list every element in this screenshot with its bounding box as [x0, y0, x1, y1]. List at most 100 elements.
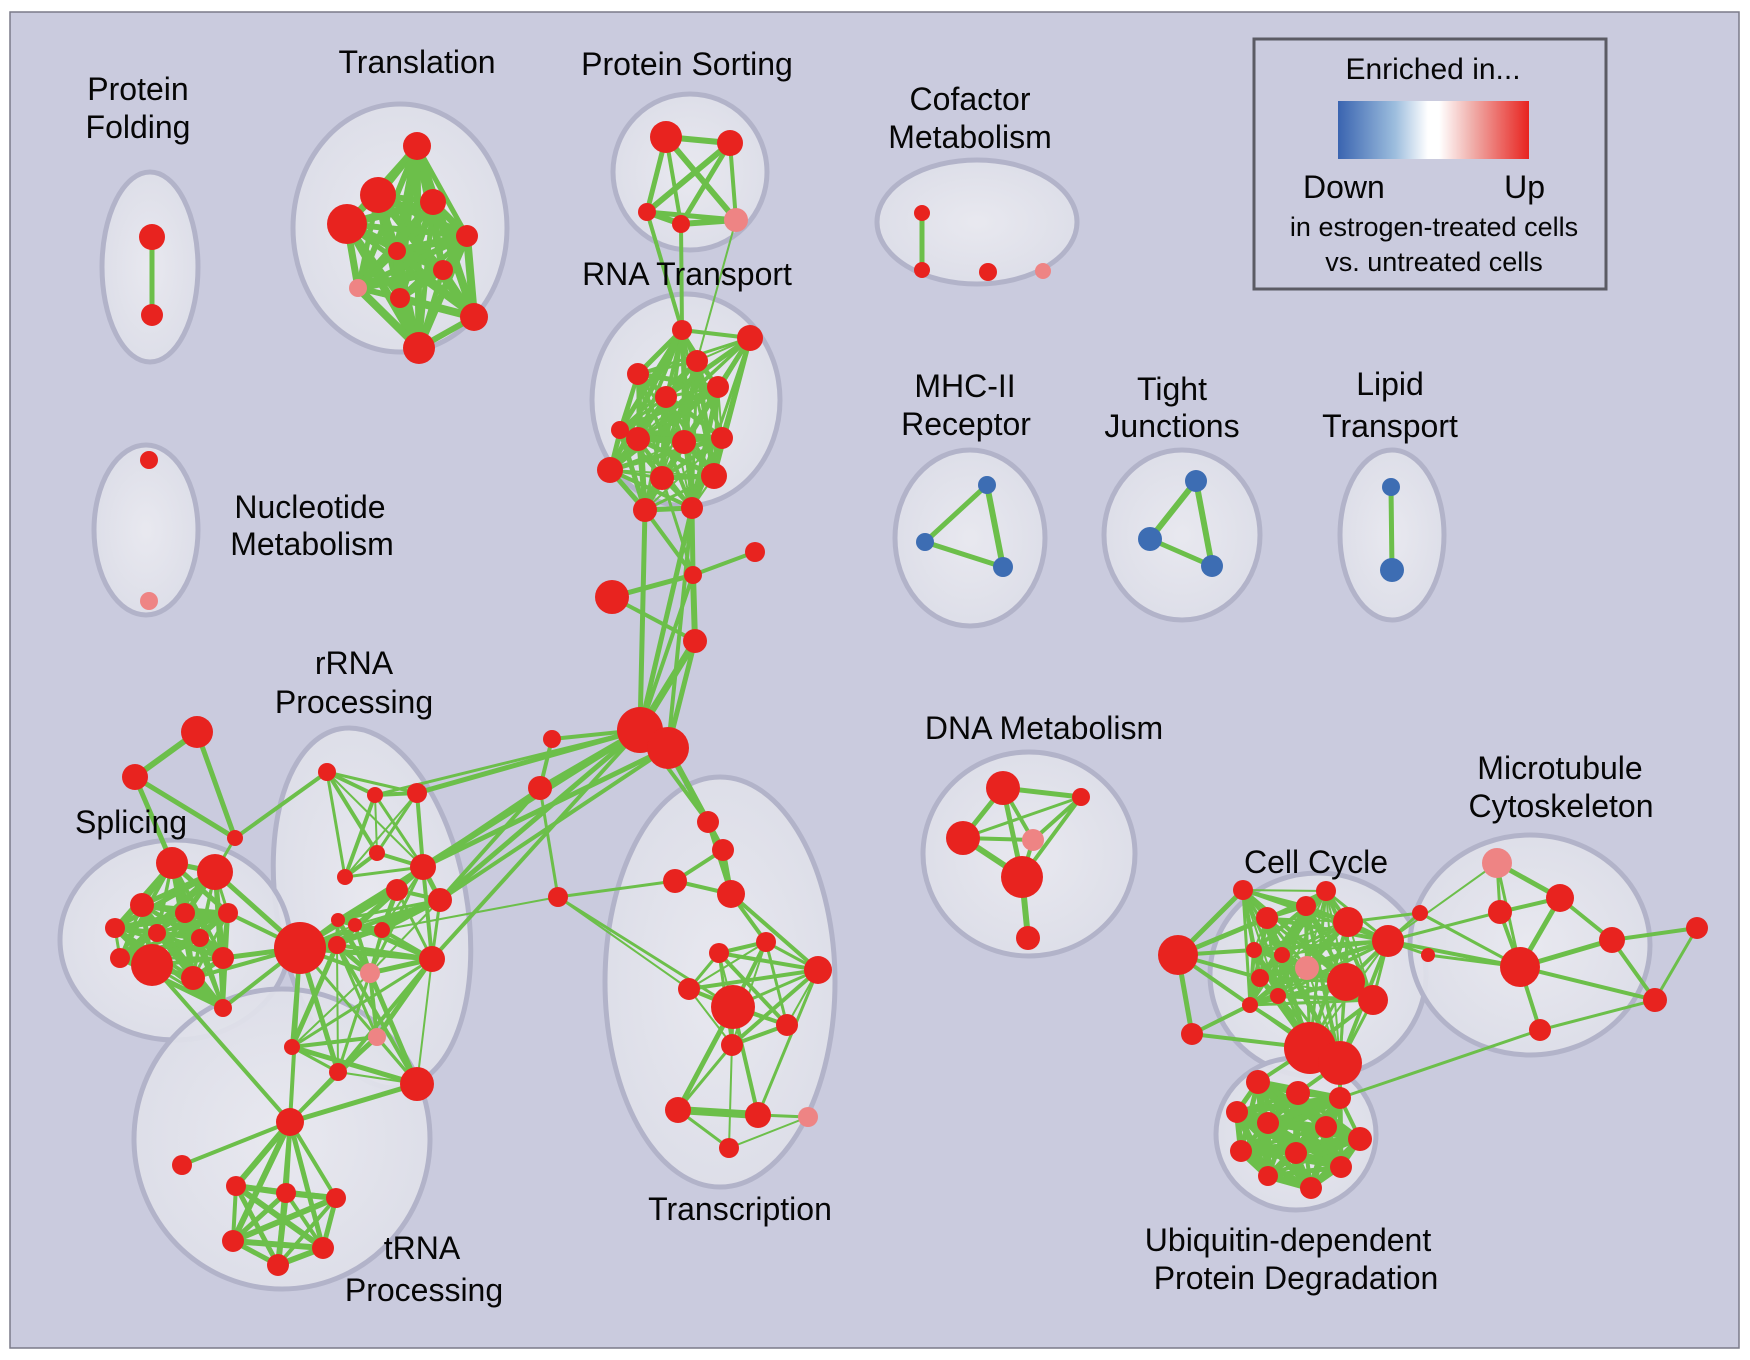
network-node-ps2	[717, 130, 743, 156]
network-node-dm2	[1072, 788, 1090, 806]
cluster-label-ubiquitin-degradation: Protein Degradation	[1154, 1260, 1439, 1296]
network-edge	[691, 550, 757, 577]
legend-title: Enriched in...	[1345, 53, 1520, 86]
network-node-rt11	[650, 466, 674, 490]
legend-gradient-bar	[1338, 101, 1529, 159]
network-node-rt15	[737, 325, 763, 351]
network-edge	[289, 1044, 420, 1087]
network-node-cc4	[1256, 907, 1278, 929]
network-edge	[275, 1190, 289, 1268]
network-edge	[430, 728, 642, 961]
cluster-label-cofactor-metabolism: Metabolism	[888, 119, 1052, 155]
network-node-u11	[1258, 1166, 1278, 1186]
network-edge	[728, 1116, 809, 1149]
network-node-dm1	[986, 771, 1020, 805]
network-edge	[764, 940, 789, 1027]
legend: Enriched in... Down Up in estrogen-treat…	[1252, 37, 1608, 291]
network-node-ps4	[672, 215, 690, 233]
network-node-rt13	[633, 498, 657, 522]
network-node-tx9	[678, 978, 700, 1000]
network-edge	[645, 210, 684, 332]
network-node-mc1	[1482, 848, 1512, 878]
network-edge	[288, 1120, 338, 1200]
cluster-label-trna-processing: tRNA	[384, 1230, 461, 1266]
network-node-u5	[1257, 1112, 1279, 1134]
network-node-trh	[276, 1108, 304, 1136]
network-node-th6	[267, 1254, 289, 1276]
network-edge	[961, 795, 1083, 840]
network-edge	[287, 1081, 420, 1125]
network-edge	[636, 372, 664, 480]
network-node-hb3	[745, 542, 765, 562]
network-node-th3	[326, 1188, 346, 1208]
network-edge	[291, 972, 371, 1048]
network-edge	[1265, 1164, 1344, 1179]
cluster-label-microtubule-cytoskeleton: Cytoskeleton	[1469, 788, 1654, 824]
cluster-ellipse-tight-junctions	[1101, 447, 1263, 623]
network-node-tl11	[403, 332, 435, 364]
network-node-tl8	[349, 279, 367, 297]
network-node-tg3	[227, 830, 243, 846]
network-node-lt2	[1380, 558, 1404, 582]
network-edge	[644, 140, 733, 215]
network-edge	[1610, 926, 1699, 942]
network-edge	[557, 896, 690, 990]
network-node-sp6	[105, 918, 125, 938]
network-node-u12	[1300, 1177, 1322, 1199]
network-node-sp11	[181, 966, 205, 990]
network-edge	[1538, 998, 1657, 1032]
network-node-u6	[1315, 1116, 1337, 1138]
network-node-tl3	[420, 189, 446, 215]
network-node-tx11	[776, 1014, 798, 1036]
network-edge	[922, 539, 1006, 570]
network-node-m2	[916, 533, 934, 551]
network-edge	[663, 134, 739, 223]
network-edge	[666, 506, 694, 750]
network-node-cc6	[1316, 881, 1336, 901]
network-edge	[325, 770, 347, 879]
cluster-label-nucleotide-metabolism: Metabolism	[230, 526, 394, 562]
network-node-cf2	[914, 262, 930, 278]
network-node-sp3	[130, 893, 154, 917]
network-edge	[687, 968, 820, 991]
network-node-tx10	[711, 985, 755, 1029]
network-node-sp2	[197, 854, 233, 890]
network-edge	[1259, 921, 1349, 979]
network-edge	[233, 1183, 326, 1251]
network-edge	[438, 786, 542, 902]
network-node-u9	[1285, 1142, 1307, 1164]
network-node-tx12	[721, 1034, 743, 1056]
network-edge	[367, 970, 420, 1087]
network-node-pf1	[139, 224, 165, 250]
network-node-tl5	[456, 225, 478, 247]
network-node-cc13	[1333, 907, 1363, 937]
network-edge	[335, 943, 379, 1039]
network-edge	[325, 770, 379, 855]
network-edge	[284, 1191, 325, 1250]
network-node-rr11	[428, 888, 452, 912]
network-node-ps3	[638, 203, 656, 221]
network-edge	[1518, 965, 1657, 1002]
network-edge	[198, 936, 225, 1010]
network-node-sp13	[214, 999, 232, 1017]
network-edge	[694, 358, 717, 479]
network-node-tx2	[712, 839, 734, 861]
network-edge	[290, 1035, 379, 1049]
network-node-rr13	[360, 963, 380, 983]
network-node-tx6	[756, 932, 776, 952]
network-edge	[375, 791, 419, 855]
network-node-cf3	[979, 263, 997, 281]
network-edge	[730, 968, 820, 1047]
network-node-cf1	[914, 205, 930, 221]
network-node-tj2	[1138, 527, 1162, 551]
network-node-mc7	[1643, 988, 1667, 1012]
network-node-nm1	[140, 451, 158, 469]
network-node-hb1	[684, 566, 702, 584]
network-node-tx14	[745, 1102, 771, 1128]
network-node-rr8	[331, 913, 345, 927]
network-node-rt1	[672, 320, 692, 340]
network-edge	[608, 468, 694, 510]
cluster-label-mhc-ii-receptor: Receptor	[901, 406, 1031, 442]
network-node-rt5	[707, 376, 729, 398]
